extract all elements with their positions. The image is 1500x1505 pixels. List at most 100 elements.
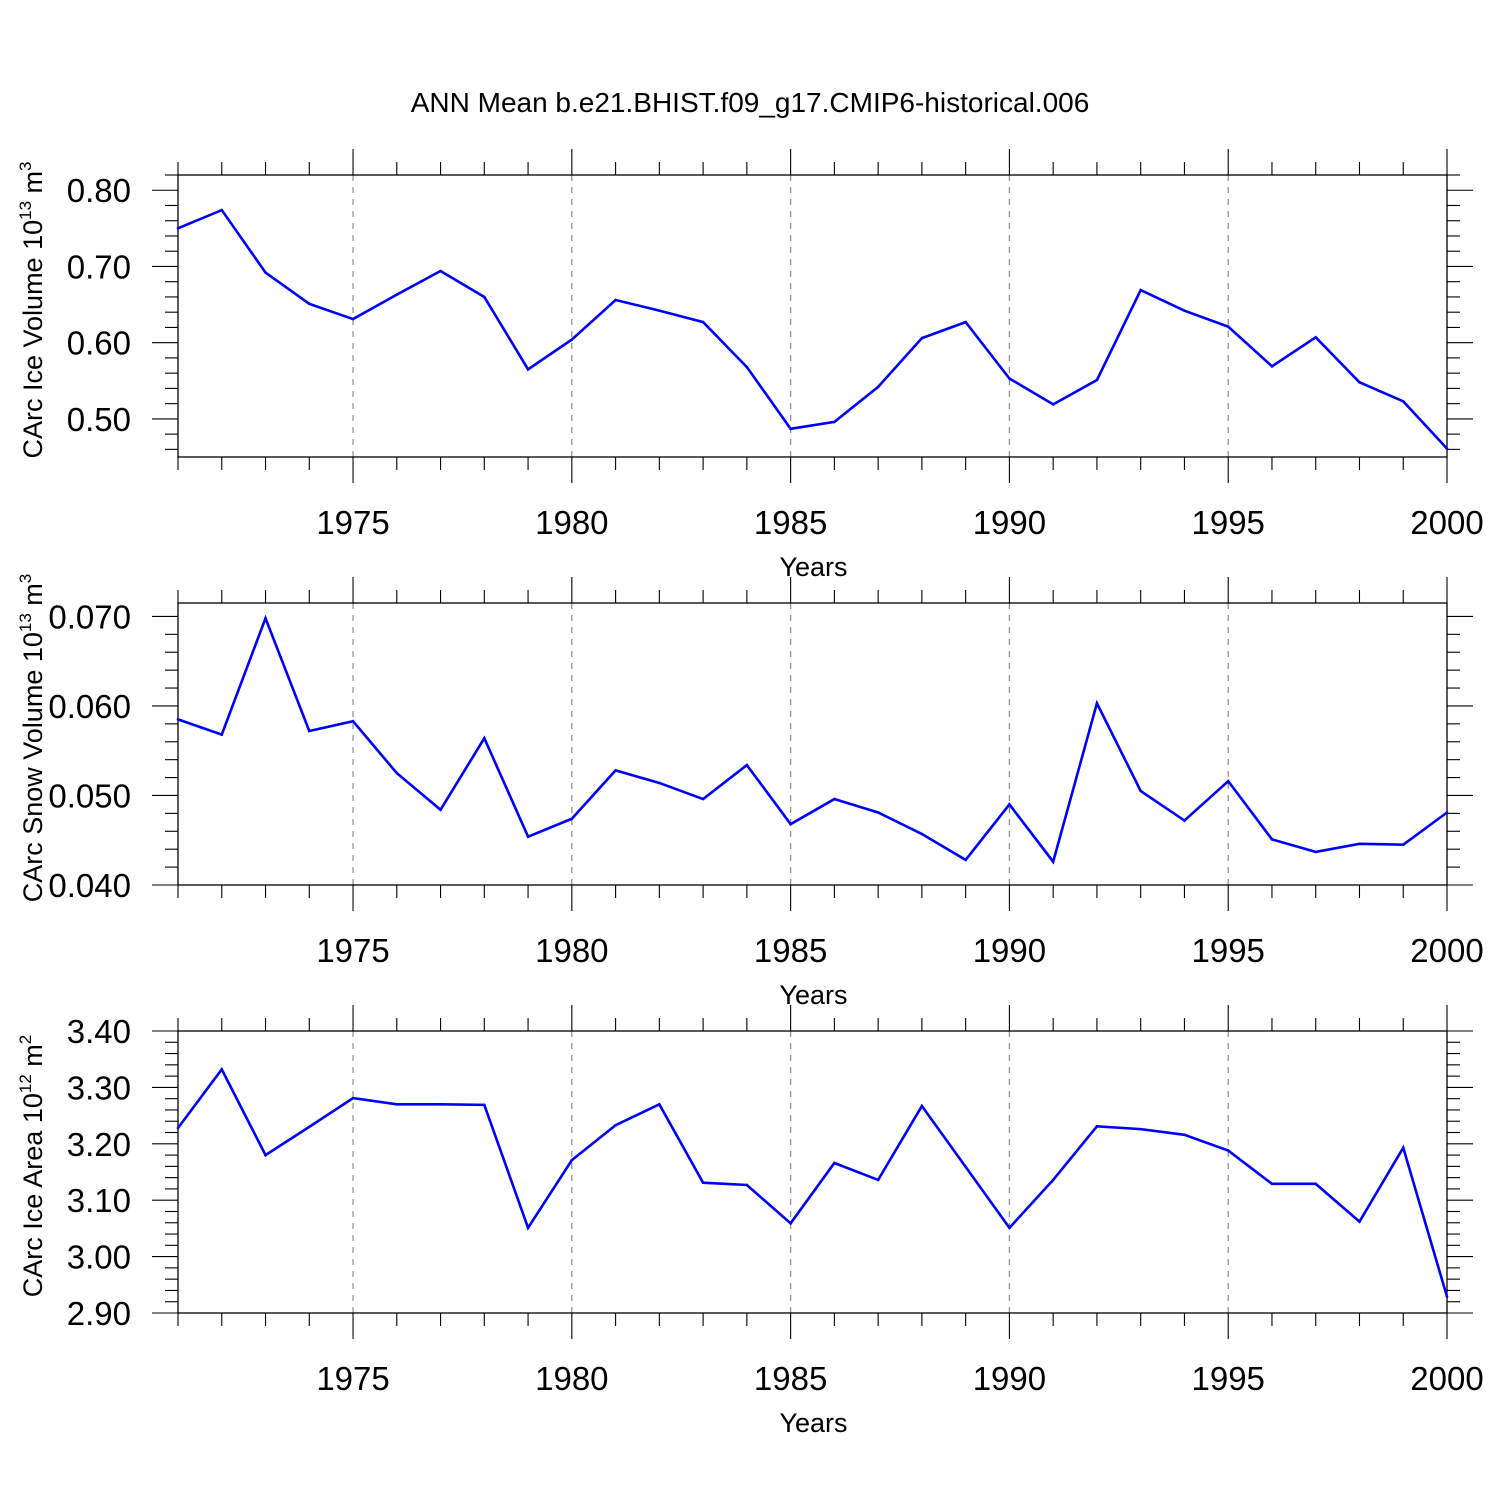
data-point [1008,377,1011,380]
x-tick-label: 1985 [754,1360,827,1397]
x-tick-label: 1990 [973,932,1046,969]
data-point [1183,309,1186,312]
data-point [439,269,442,273]
data-point [176,718,180,721]
data-point [264,271,267,274]
plot-frame [177,174,1448,458]
y-axis-title-superscript: 13 [16,201,35,220]
panel-2: 0.040 0.050 0.060 0.070 1975 1980 1985 1990 1995… [16,574,1484,1010]
x-tick-label: 1975 [316,1360,389,1397]
data-point [964,320,967,324]
data-point [176,227,180,230]
data-point [1226,1149,1230,1152]
data-point [307,302,311,306]
data-point [395,1103,399,1106]
data-point [1183,819,1186,822]
y-tick-label: 0.070 [48,598,131,635]
x-tick-label: 1990 [973,1360,1046,1397]
data-point [1139,1127,1142,1131]
data-point [658,309,661,312]
data-point [1095,701,1099,705]
y-axis-title-part: m [18,1044,48,1074]
data-point [1401,400,1405,403]
data-point [220,208,224,212]
data-point [920,1104,924,1108]
data-point [833,797,836,801]
data-point [1401,843,1405,847]
plot-frame [177,1030,1448,1314]
data-point [351,719,355,723]
data-point [1095,378,1099,382]
x-tick-label: 2000 [1410,1360,1483,1397]
x-tick-label: 1985 [754,932,827,969]
data-point [1008,803,1011,806]
panel-3: 2.90 3.00 3.10 3.20 3.30 3.40 1975 1980 1985 1990… [16,1005,1484,1438]
x-axis-title: Years [779,980,847,1010]
data-point [1270,365,1274,368]
data-point [439,1103,442,1106]
data-point [1139,789,1142,793]
x-tick-label: 2000 [1410,932,1483,969]
x-axis-title: Years [779,1408,847,1438]
data-point [264,616,267,620]
data-point [526,368,530,371]
x-tick-label: 1980 [535,1360,608,1397]
data-point [658,1103,661,1106]
data-point [483,736,486,740]
data-point [701,1181,705,1185]
y-tick-label: 2.90 [67,1295,131,1332]
y-tick-label: 0.050 [48,777,131,814]
data-point [833,1161,836,1165]
y-tick-label: 3.30 [67,1069,131,1106]
data-point [614,298,617,302]
panel-1: 0.50 0.60 0.70 0.80 1975 1980 1985 1990 1995 2000… [16,149,1484,582]
data-point [1358,1220,1361,1223]
data-point [964,858,967,862]
y-axis-title: CArc Snow Volume 1013 m3 [16,574,48,903]
data-point [1139,288,1142,292]
y-tick-label: 3.40 [67,1013,131,1050]
x-tick-label: 1975 [316,504,389,541]
data-point [876,811,880,814]
data-point [483,1103,486,1107]
data-point [1095,1125,1099,1128]
data-point [395,293,399,296]
x-tick-label: 1995 [1191,1360,1264,1397]
data-point [351,1096,355,1100]
data-point [876,385,880,389]
data-point [1445,447,1449,450]
data-point [1358,842,1361,846]
data-point [789,822,792,826]
data-point [1226,325,1230,328]
x-tick-label: 1995 [1191,932,1264,969]
x-tick-label: 1980 [535,504,608,541]
data-point [1051,860,1055,864]
data-point [964,1165,967,1169]
series-line [177,614,1448,865]
series-line [177,208,1448,450]
y-axis-title-superscript: 13 [16,613,35,632]
data-point [920,832,924,836]
x-tick-label: 2000 [1410,504,1483,541]
data-point [1051,403,1055,406]
data-point [1401,1146,1405,1150]
y-tick-label: 0.60 [67,325,131,362]
data-point [833,420,836,424]
data-point [1358,381,1361,384]
data-point [745,763,749,767]
data-point [701,797,705,801]
data-point [570,817,574,821]
data-point [395,771,399,775]
data-point [1226,779,1230,783]
data-point [570,338,574,341]
data-point [1051,1178,1055,1182]
data-point [570,1158,574,1162]
x-tick-label: 1980 [535,932,608,969]
x-axis-title: Years [779,552,847,582]
data-point [1445,1295,1449,1298]
data-point [351,317,355,321]
data-point [920,336,924,340]
data-point [220,733,224,736]
data-point [658,781,661,785]
